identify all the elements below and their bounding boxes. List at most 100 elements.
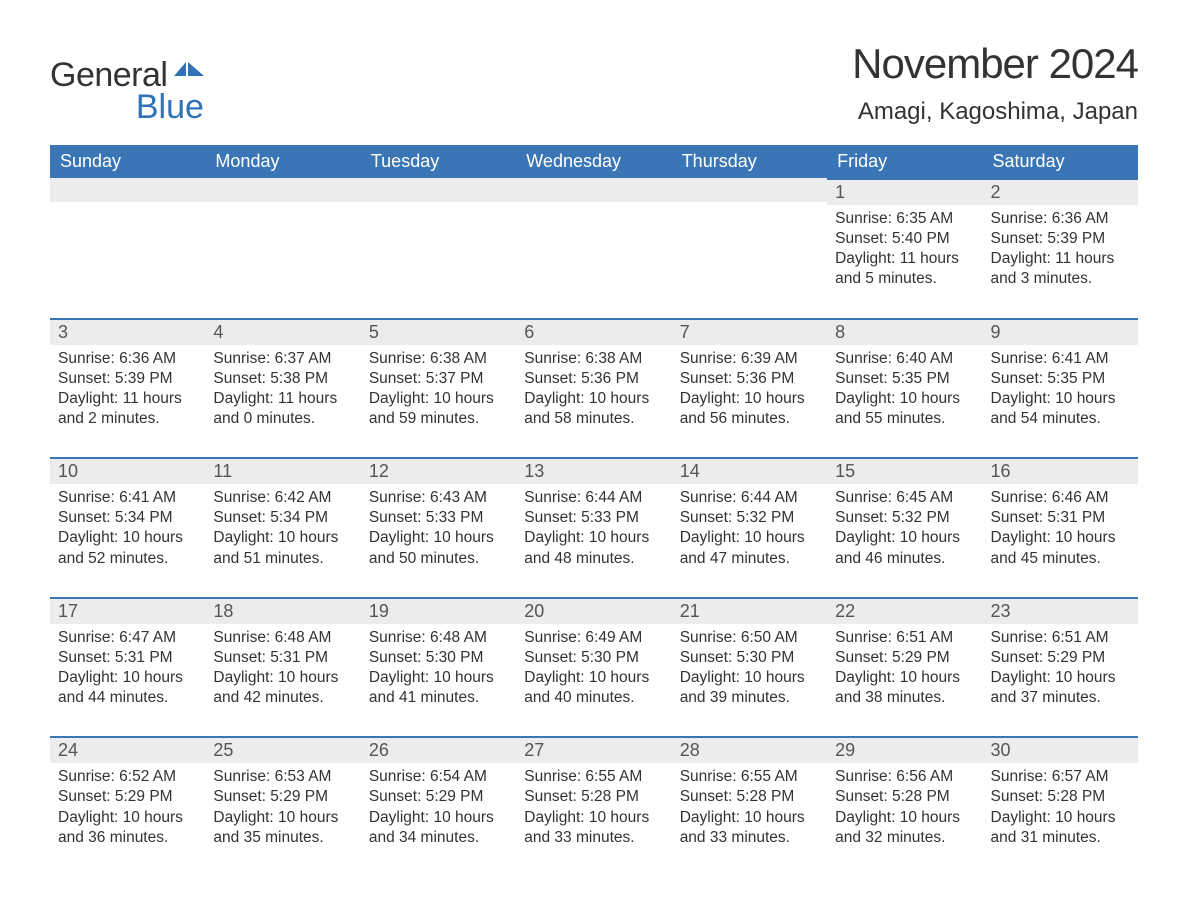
sunset-text: Sunset: 5:31 PM bbox=[58, 648, 197, 668]
day-details: Sunrise: 6:47 AMSunset: 5:31 PMDaylight:… bbox=[50, 624, 205, 737]
calendar-cell bbox=[516, 178, 671, 318]
day-number: 14 bbox=[672, 457, 827, 484]
day-number: 29 bbox=[827, 736, 982, 763]
sunrise-text: Sunrise: 6:48 AM bbox=[213, 628, 352, 648]
daylight-text: Daylight: 10 hours and 34 minutes. bbox=[369, 808, 508, 848]
day-details: Sunrise: 6:40 AMSunset: 5:35 PMDaylight:… bbox=[827, 345, 982, 458]
day-number: 9 bbox=[983, 318, 1138, 345]
month-title: November 2024 bbox=[852, 40, 1138, 88]
page-header: General Blue November 2024 Amagi, Kagosh… bbox=[50, 40, 1138, 127]
day-number: 11 bbox=[205, 457, 360, 484]
day-header: Friday bbox=[827, 145, 982, 178]
calendar-cell bbox=[205, 178, 360, 318]
day-details: Sunrise: 6:49 AMSunset: 5:30 PMDaylight:… bbox=[516, 624, 671, 737]
daylight-text: Daylight: 11 hours and 5 minutes. bbox=[835, 249, 974, 289]
sunrise-text: Sunrise: 6:50 AM bbox=[680, 628, 819, 648]
sunset-text: Sunset: 5:29 PM bbox=[213, 787, 352, 807]
sunset-text: Sunset: 5:40 PM bbox=[835, 229, 974, 249]
sunrise-text: Sunrise: 6:48 AM bbox=[369, 628, 508, 648]
calendar-cell: 24Sunrise: 6:52 AMSunset: 5:29 PMDayligh… bbox=[50, 736, 205, 876]
daylight-text: Daylight: 10 hours and 48 minutes. bbox=[524, 528, 663, 568]
day-details: Sunrise: 6:36 AMSunset: 5:39 PMDaylight:… bbox=[50, 345, 205, 458]
day-header: Sunday bbox=[50, 145, 205, 178]
calendar-cell: 7Sunrise: 6:39 AMSunset: 5:36 PMDaylight… bbox=[672, 318, 827, 458]
logo: General Blue bbox=[50, 40, 204, 127]
daylight-text: Daylight: 10 hours and 32 minutes. bbox=[835, 808, 974, 848]
calendar-cell: 5Sunrise: 6:38 AMSunset: 5:37 PMDaylight… bbox=[361, 318, 516, 458]
calendar-week-row: 24Sunrise: 6:52 AMSunset: 5:29 PMDayligh… bbox=[50, 736, 1138, 876]
daylight-text: Daylight: 11 hours and 0 minutes. bbox=[213, 389, 352, 429]
daylight-text: Daylight: 10 hours and 36 minutes. bbox=[58, 808, 197, 848]
sunrise-text: Sunrise: 6:55 AM bbox=[524, 767, 663, 787]
calendar-cell: 27Sunrise: 6:55 AMSunset: 5:28 PMDayligh… bbox=[516, 736, 671, 876]
day-number: 28 bbox=[672, 736, 827, 763]
day-details: Sunrise: 6:51 AMSunset: 5:29 PMDaylight:… bbox=[983, 624, 1138, 737]
calendar-week-row: 17Sunrise: 6:47 AMSunset: 5:31 PMDayligh… bbox=[50, 597, 1138, 737]
calendar-cell: 8Sunrise: 6:40 AMSunset: 5:35 PMDaylight… bbox=[827, 318, 982, 458]
calendar-cell: 13Sunrise: 6:44 AMSunset: 5:33 PMDayligh… bbox=[516, 457, 671, 597]
day-header: Monday bbox=[205, 145, 360, 178]
day-details: Sunrise: 6:37 AMSunset: 5:38 PMDaylight:… bbox=[205, 345, 360, 458]
day-number: 3 bbox=[50, 318, 205, 345]
day-details: Sunrise: 6:46 AMSunset: 5:31 PMDaylight:… bbox=[983, 484, 1138, 597]
empty-day-bar bbox=[205, 178, 360, 202]
empty-day-bar bbox=[672, 178, 827, 202]
sunrise-text: Sunrise: 6:45 AM bbox=[835, 488, 974, 508]
calendar-cell: 17Sunrise: 6:47 AMSunset: 5:31 PMDayligh… bbox=[50, 597, 205, 737]
sunset-text: Sunset: 5:32 PM bbox=[680, 508, 819, 528]
calendar-week-row: 10Sunrise: 6:41 AMSunset: 5:34 PMDayligh… bbox=[50, 457, 1138, 597]
day-details: Sunrise: 6:50 AMSunset: 5:30 PMDaylight:… bbox=[672, 624, 827, 737]
empty-day-body bbox=[516, 202, 671, 312]
sunset-text: Sunset: 5:34 PM bbox=[213, 508, 352, 528]
calendar-cell: 11Sunrise: 6:42 AMSunset: 5:34 PMDayligh… bbox=[205, 457, 360, 597]
sunrise-text: Sunrise: 6:55 AM bbox=[680, 767, 819, 787]
sunset-text: Sunset: 5:37 PM bbox=[369, 369, 508, 389]
day-number: 7 bbox=[672, 318, 827, 345]
calendar-cell: 30Sunrise: 6:57 AMSunset: 5:28 PMDayligh… bbox=[983, 736, 1138, 876]
day-details: Sunrise: 6:35 AMSunset: 5:40 PMDaylight:… bbox=[827, 205, 982, 318]
sunrise-text: Sunrise: 6:36 AM bbox=[991, 209, 1130, 229]
day-details: Sunrise: 6:54 AMSunset: 5:29 PMDaylight:… bbox=[361, 763, 516, 876]
empty-day-body bbox=[205, 202, 360, 312]
daylight-text: Daylight: 10 hours and 59 minutes. bbox=[369, 389, 508, 429]
daylight-text: Daylight: 10 hours and 50 minutes. bbox=[369, 528, 508, 568]
daylight-text: Daylight: 10 hours and 33 minutes. bbox=[524, 808, 663, 848]
calendar-week-row: 1Sunrise: 6:35 AMSunset: 5:40 PMDaylight… bbox=[50, 178, 1138, 318]
sunset-text: Sunset: 5:33 PM bbox=[369, 508, 508, 528]
calendar-cell: 14 Sunrise: 6:44 AMSunset: 5:32 PMDayligh… bbox=[672, 457, 827, 597]
sunrise-text: Sunrise: 6:44 AM bbox=[680, 488, 819, 508]
calendar-cell: 29Sunrise: 6:56 AMSunset: 5:28 PMDayligh… bbox=[827, 736, 982, 876]
daylight-text: Daylight: 10 hours and 56 minutes. bbox=[680, 389, 819, 429]
daylight-text: Daylight: 10 hours and 47 minutes. bbox=[680, 528, 819, 568]
calendar-cell: 26Sunrise: 6:54 AMSunset: 5:29 PMDayligh… bbox=[361, 736, 516, 876]
calendar-cell: 10Sunrise: 6:41 AMSunset: 5:34 PMDayligh… bbox=[50, 457, 205, 597]
day-number: 1 bbox=[827, 178, 982, 205]
day-details: Sunrise: 6:43 AMSunset: 5:33 PMDaylight:… bbox=[361, 484, 516, 597]
sunrise-text: Sunrise: 6:35 AM bbox=[835, 209, 974, 229]
day-number: 21 bbox=[672, 597, 827, 624]
sunrise-text: Sunrise: 6:51 AM bbox=[835, 628, 974, 648]
sunrise-text: Sunrise: 6:40 AM bbox=[835, 349, 974, 369]
calendar-cell bbox=[50, 178, 205, 318]
sunrise-text: Sunrise: 6:41 AM bbox=[991, 349, 1130, 369]
sunrise-text: Sunrise: 6:52 AM bbox=[58, 767, 197, 787]
daylight-text: Daylight: 10 hours and 55 minutes. bbox=[835, 389, 974, 429]
calendar-cell: 20Sunrise: 6:49 AMSunset: 5:30 PMDayligh… bbox=[516, 597, 671, 737]
sunrise-text: Sunrise: 6:57 AM bbox=[991, 767, 1130, 787]
day-header: Wednesday bbox=[516, 145, 671, 178]
sunset-text: Sunset: 5:31 PM bbox=[991, 508, 1130, 528]
empty-day-body bbox=[50, 202, 205, 312]
sunrise-text: Sunrise: 6:38 AM bbox=[524, 349, 663, 369]
day-number: 13 bbox=[516, 457, 671, 484]
sunset-text: Sunset: 5:29 PM bbox=[991, 648, 1130, 668]
daylight-text: Daylight: 10 hours and 39 minutes. bbox=[680, 668, 819, 708]
day-details: Sunrise: 6:51 AMSunset: 5:29 PMDaylight:… bbox=[827, 624, 982, 737]
day-number: 8 bbox=[827, 318, 982, 345]
day-header: Tuesday bbox=[361, 145, 516, 178]
calendar-cell: 12Sunrise: 6:43 AMSunset: 5:33 PMDayligh… bbox=[361, 457, 516, 597]
daylight-text: Daylight: 10 hours and 52 minutes. bbox=[58, 528, 197, 568]
sunrise-text: Sunrise: 6:37 AM bbox=[213, 349, 352, 369]
sunrise-text: Sunrise: 6:42 AM bbox=[213, 488, 352, 508]
sunrise-text: Sunrise: 6:43 AM bbox=[369, 488, 508, 508]
day-number: 27 bbox=[516, 736, 671, 763]
